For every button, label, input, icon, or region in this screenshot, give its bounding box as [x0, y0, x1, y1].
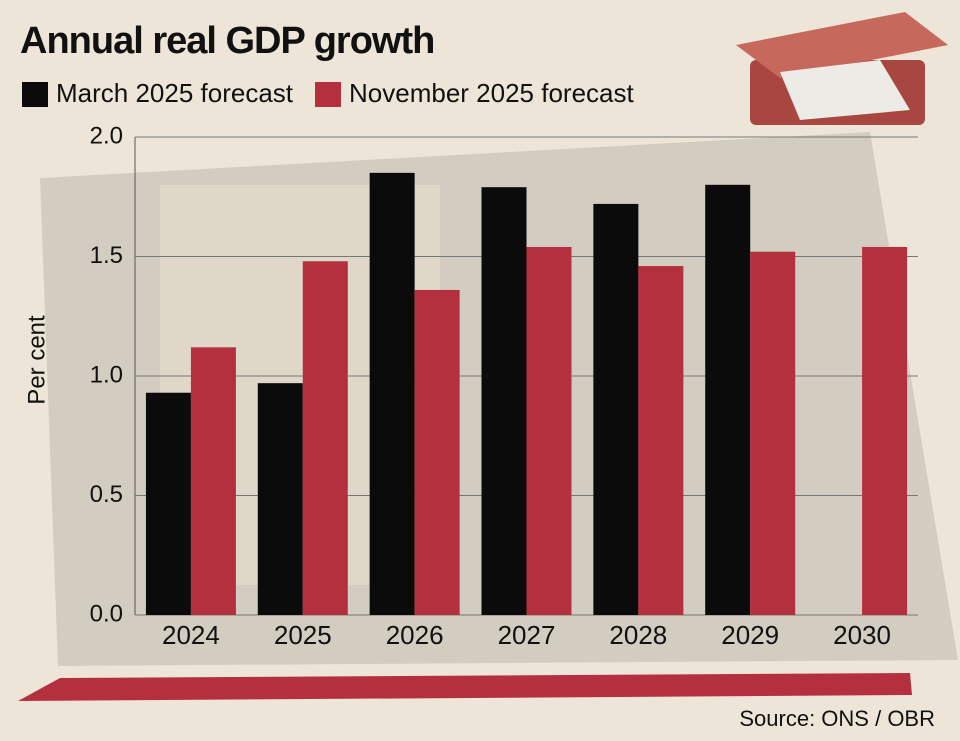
- x-tick-label: 2029: [721, 620, 779, 650]
- bar: [145, 392, 191, 615]
- x-tick-label: 2028: [609, 620, 667, 650]
- y-tick-label: 1.0: [90, 361, 123, 388]
- bar: [190, 347, 236, 615]
- x-tick-label: 2026: [386, 620, 444, 650]
- source: Source: ONS / OBR: [739, 706, 935, 731]
- y-tick-label: 2.0: [90, 122, 123, 149]
- y-tick-label: 0.5: [90, 481, 123, 508]
- bar: [257, 383, 303, 615]
- x-tick-label: 2027: [498, 620, 556, 650]
- legend-swatch: [22, 82, 48, 107]
- briefcase: [736, 12, 948, 125]
- y-tick-label: 1.5: [90, 242, 123, 269]
- legend-label: March 2025 forecast: [56, 78, 294, 108]
- decorative-band: [18, 673, 912, 701]
- y-tick-label: 0.0: [90, 600, 123, 627]
- bar: [481, 187, 527, 615]
- bar: [369, 172, 415, 615]
- x-tick-label: 2024: [162, 620, 220, 650]
- bar: [414, 289, 460, 615]
- legend-swatch: [315, 82, 342, 107]
- y-axis-label: Per cent: [23, 315, 50, 405]
- bar: [526, 246, 572, 615]
- chart-title: Annual real GDP growth: [20, 20, 434, 62]
- bar: [302, 261, 348, 615]
- bar: [593, 203, 639, 616]
- bar: [705, 184, 751, 616]
- x-tick-label: 2030: [833, 620, 891, 650]
- bar: [638, 266, 684, 615]
- bar: [750, 251, 796, 615]
- bar: [862, 246, 908, 615]
- x-tick-label: 2025: [274, 620, 332, 650]
- legend-label: November 2025 forecast: [349, 78, 634, 108]
